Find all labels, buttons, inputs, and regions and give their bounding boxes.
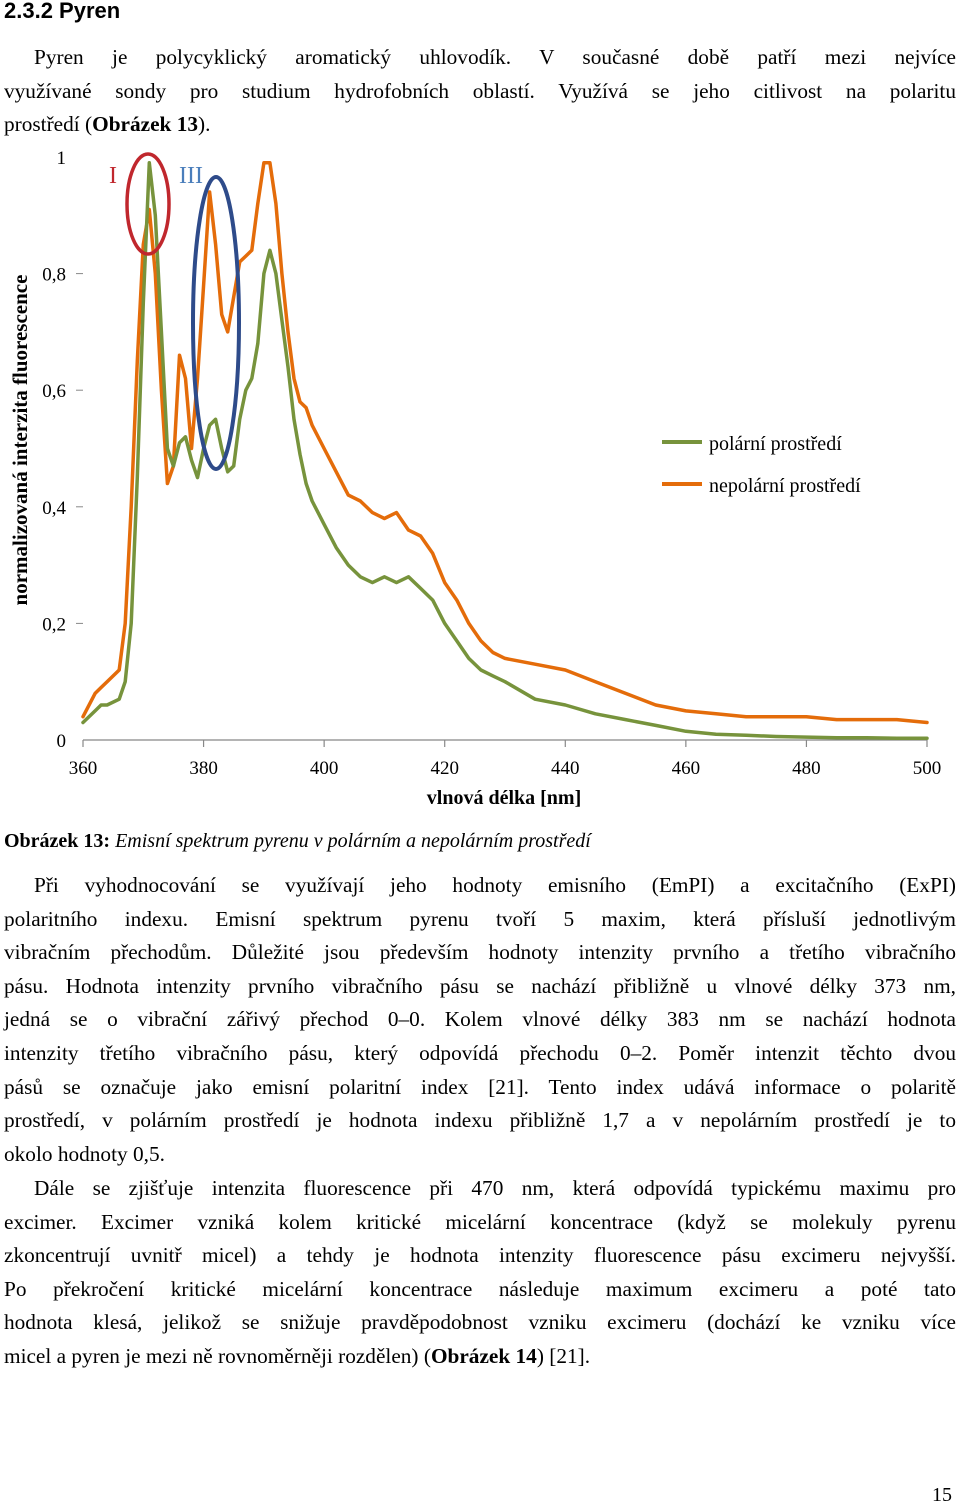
text-line: zkoncentrují uvnitř micel) a tehdy je ho… [4,1243,956,1268]
y-axis-title: normalizovaná interzita fluorescence [8,275,32,606]
section-heading: 2.3.2 Pyren [4,0,121,23]
emission-spectrum-chart: 00,20,40,60,81 360 380 400 420 440 460 480 500 … [8,148,942,809]
text-line: intenzity třetího vibračního pásu, který… [4,1040,956,1065]
x-tick-label: 480 [792,758,821,779]
annotation-band-one: I [109,163,117,189]
x-tick-label: 500 [913,758,942,779]
y-axis: 0 0,2 0,4 0,6 0,8 1 [42,148,83,752]
x-tick-label: 460 [672,758,701,779]
y-tick-label: 0 [57,731,67,752]
y-tick-label: 0,6 [42,381,66,402]
text-line: polaritního indexu. Emisní spektrum pyre… [4,906,956,931]
series-lines [81,161,929,741]
band-one-highlight [125,152,171,256]
x-tick-label: 420 [430,758,459,779]
figure-reference: Obrázek 14 [430,1343,537,1368]
legend: polární prostředí nepolární prostředí [662,433,861,497]
y-tick-label: 0,4 [42,498,66,519]
text-line: Pyren je polycyklický aromatický uhlovod… [34,45,956,69]
figure-caption: Obrázek 13: Emisní spektrum pyrenu v pol… [4,826,591,856]
page-number: 15 [932,1484,952,1506]
text-line: jedná se o vibrační zářivý přechod 0–0. … [4,1007,956,1032]
text-fragment: ). [198,112,211,137]
text-line: Po překročení kritické micelární koncent… [4,1276,956,1301]
y-tick-label: 0,8 [42,265,66,286]
x-axis: 360 380 400 420 440 460 480 500 [69,739,942,779]
text-line: okolo hodnoty 0,5. [4,1141,165,1166]
text-line: prostředí, v polárním prostředí je hodno… [4,1108,956,1133]
text-line: micel a pyren je mezi ně rovnoměrněji ro… [4,1340,956,1374]
legend-label-polar: polární prostředí [709,433,842,455]
figure-reference: Obrázek 13 [92,112,199,137]
body-paragraph-2: Dále se zjišťuje intenzita fluorescence … [4,1172,956,1374]
body-paragraph-1: Při vyhodnocování se využívají jeho hodn… [4,869,956,1171]
caption-text: Emisní spektrum pyrenu v polárním a nepo… [110,830,591,852]
text-line: hodnota klesá, jelikož se snižuje pravdě… [4,1310,956,1335]
text-fragment: micel a pyren je mezi ně rovnoměrněji ro… [4,1343,431,1368]
caption-label: Obrázek 13: [4,830,111,852]
text-line: pásu. Hodnota intenzity prvního vibrační… [4,973,956,998]
annotation-band-three: III [179,163,203,189]
y-tick-label: 0,2 [42,614,66,635]
series-line-polar [81,161,929,741]
x-tick-label: 380 [189,758,218,779]
intro-paragraph: Pyren je polycyklický aromatický uhlovod… [4,41,956,142]
text-line: excimer. Excimer vzniká kolem kritické m… [4,1209,956,1234]
x-tick-label: 440 [551,758,580,779]
text-line: prostředí (Obrázek 13). [4,108,956,142]
series-line-nonpolar [81,161,929,725]
text-line: vibračním přechodům. Důležité jsou přede… [4,940,956,965]
y-tick-label: 1 [57,148,67,169]
x-tick-label: 360 [69,758,98,779]
text-line: využívané sondy pro studium hydrofobních… [4,78,956,103]
band-three-highlight [191,175,241,471]
text-line: pásů se označuje jako emisní polaritní i… [4,1074,956,1099]
text-line: Dále se zjišťuje intenzita fluorescence … [34,1176,956,1200]
x-axis-title: vlnová délka [nm] [427,787,581,809]
x-tick-label: 400 [310,758,339,779]
text-fragment: prostředí ( [4,112,93,137]
legend-label-nonpolar: nepolární prostředí [709,475,861,497]
text-fragment: ) [21]. [536,1343,591,1368]
text-line: Při vyhodnocování se využívají jeho hodn… [34,873,956,897]
